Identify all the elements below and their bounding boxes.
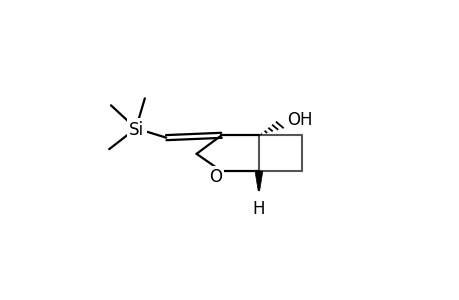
Text: H: H — [252, 200, 264, 218]
Text: O: O — [208, 168, 221, 186]
Text: OH: OH — [287, 111, 312, 129]
Text: Si: Si — [129, 121, 144, 139]
Polygon shape — [254, 171, 262, 191]
